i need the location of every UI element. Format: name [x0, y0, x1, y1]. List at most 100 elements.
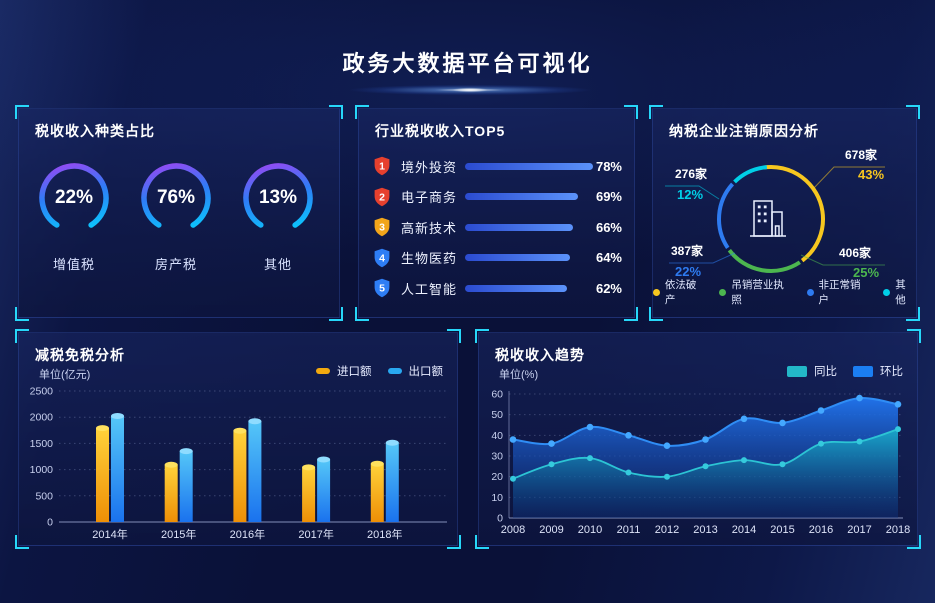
svg-text:2: 2 [379, 191, 385, 203]
ring-category-label: 增值税 [52, 257, 95, 272]
panel-industry-top5: 行业税收收入TOP5 1 境外投资 78% 2 电子商务 69% 3 高新技术 … [355, 105, 638, 321]
x-axis-tick: 2014 [732, 524, 756, 536]
industry-label: 人工智能 [401, 281, 458, 297]
area-同比 [513, 429, 898, 518]
legend-label: 非正常销户 [818, 279, 861, 306]
data-point-环比 [702, 436, 709, 443]
bar-进口额 [164, 464, 178, 522]
industry-percent: 64% [595, 250, 622, 266]
data-point-环比 [779, 419, 786, 427]
data-point-环比 [817, 407, 825, 414]
donut-ring: 22% 增值税 [37, 161, 111, 273]
industry-label: 境外投资 [401, 159, 458, 175]
legend-dot [883, 288, 891, 296]
bar-fill [464, 162, 593, 170]
bar-进口额 [96, 428, 109, 522]
bar-top-cap [317, 456, 331, 463]
legend-swatch [787, 365, 807, 377]
legend-swatch [316, 368, 330, 374]
data-point-同比 [587, 455, 593, 462]
data-point-同比 [856, 438, 863, 445]
data-point-同比 [548, 461, 555, 468]
data-point-同比 [895, 426, 901, 433]
legend-label: 吊销营业执照 [731, 279, 784, 306]
top5-row: 4 生物医药 64% [359, 243, 634, 274]
rings-row: 22% 增值税 76% 房产税 13% 其他 [19, 161, 339, 273]
bar-fill [464, 193, 578, 201]
area-chart-svg: 0 10 20 30 40 50 60 2008 2009 2010 2011 2012 2013 201… [491, 389, 910, 537]
bar-top-cap [302, 464, 316, 471]
industry-label: 生物医药 [401, 251, 458, 267]
panel-title: 行业税收收入TOP5 [375, 123, 506, 139]
y-axis-tick: 50 [491, 409, 503, 421]
rank-shield-icon: 4 [374, 248, 390, 267]
industry-percent: 69% [595, 189, 622, 205]
data-point-同比 [702, 463, 709, 470]
x-axis-tick: 2008 [501, 524, 525, 536]
bar-出口额 [111, 416, 124, 522]
grouped-bar-chart: 0 500 1000 1500 2000 2500 2014年 2015年 2016年 2… [19, 333, 459, 552]
page-title: 政务大数据平台可视化 [342, 51, 593, 76]
legend-item: 出口额 [387, 363, 444, 379]
building-windows [757, 205, 767, 223]
ring-percent-value: 13% [258, 187, 298, 208]
x-axis-tick: 2016年 [230, 527, 265, 541]
data-point-环比 [548, 440, 555, 447]
ring-arc [39, 163, 109, 233]
bar-出口额 [179, 451, 193, 522]
rank-shield-icon: 3 [374, 218, 390, 237]
y-axis-tick: 0 [47, 517, 53, 529]
y-axis-unit: 单位(%) [499, 369, 539, 381]
legend-label: 出口额 [408, 366, 444, 378]
bar-track [464, 223, 596, 231]
segment-count: 678家 [845, 147, 878, 162]
panel-tax-reduction: 减税免税分析 单位(亿元) 进口额 出口额 0 500 1000 1500 2000 25… [15, 329, 461, 549]
top5-rows: 1 境外投资 78% 2 电子商务 69% 3 高新技术 66% 4 生物医药 … [359, 151, 634, 304]
legend-label: 进口额 [337, 366, 372, 378]
x-axis-tick: 2014年 [92, 527, 127, 541]
top5-row: 3 高新技术 66% [359, 212, 634, 243]
segment-percent: 43% [858, 167, 884, 182]
industry-label: 电子商务 [401, 190, 458, 206]
segment-percent: 22% [675, 264, 701, 279]
bar-进口额 [370, 463, 384, 522]
data-point-环比 [663, 442, 671, 449]
data-point-环比 [625, 432, 632, 439]
segment-count: 406家 [839, 245, 872, 260]
x-axis-tick: 2013 [693, 524, 717, 536]
data-point-环比 [586, 423, 594, 431]
bar-top-cap [370, 460, 384, 467]
ring-arc [141, 163, 211, 233]
bar-track [464, 193, 596, 201]
segment-count: 276家 [675, 166, 708, 181]
ring-category-label: 房产税 [154, 257, 197, 272]
data-point-环比 [509, 436, 517, 443]
legend-dot [806, 288, 814, 296]
bar-top-cap [164, 461, 178, 468]
ring-percent-value: 22% [54, 187, 94, 208]
x-axis-tick: 2016 [809, 524, 833, 536]
x-axis-tick: 2017年 [298, 527, 333, 541]
y-axis-tick: 2500 [30, 386, 54, 398]
y-axis-unit: 单位(亿元) [39, 369, 91, 381]
y-axis-tick: 1000 [30, 464, 54, 476]
legend-dot [719, 288, 727, 296]
y-axis-tick: 500 [35, 490, 53, 502]
donut-leader-line [665, 185, 720, 200]
x-axis-tick: 2015年 [161, 527, 196, 541]
chart-legend: 进口额 出口额 [316, 363, 443, 379]
segment-percent: 25% [853, 265, 879, 280]
y-axis-tick: 10 [491, 492, 503, 504]
donut-legend-item: 依法破产 [653, 277, 706, 307]
y-axis-tick: 60 [491, 389, 503, 401]
rank-shield-icon: 2 [374, 187, 390, 206]
x-axis-tick: 2011 [617, 524, 641, 536]
segment-percent: 12% [677, 187, 703, 202]
bar-track [464, 162, 596, 170]
industry-percent: 62% [595, 280, 622, 296]
data-point-同比 [625, 469, 632, 476]
building-icon [750, 200, 786, 237]
donut-legend-item: 吊销营业执照 [719, 277, 793, 307]
donut-leader-line [800, 254, 885, 266]
svg-text:1: 1 [379, 161, 385, 173]
